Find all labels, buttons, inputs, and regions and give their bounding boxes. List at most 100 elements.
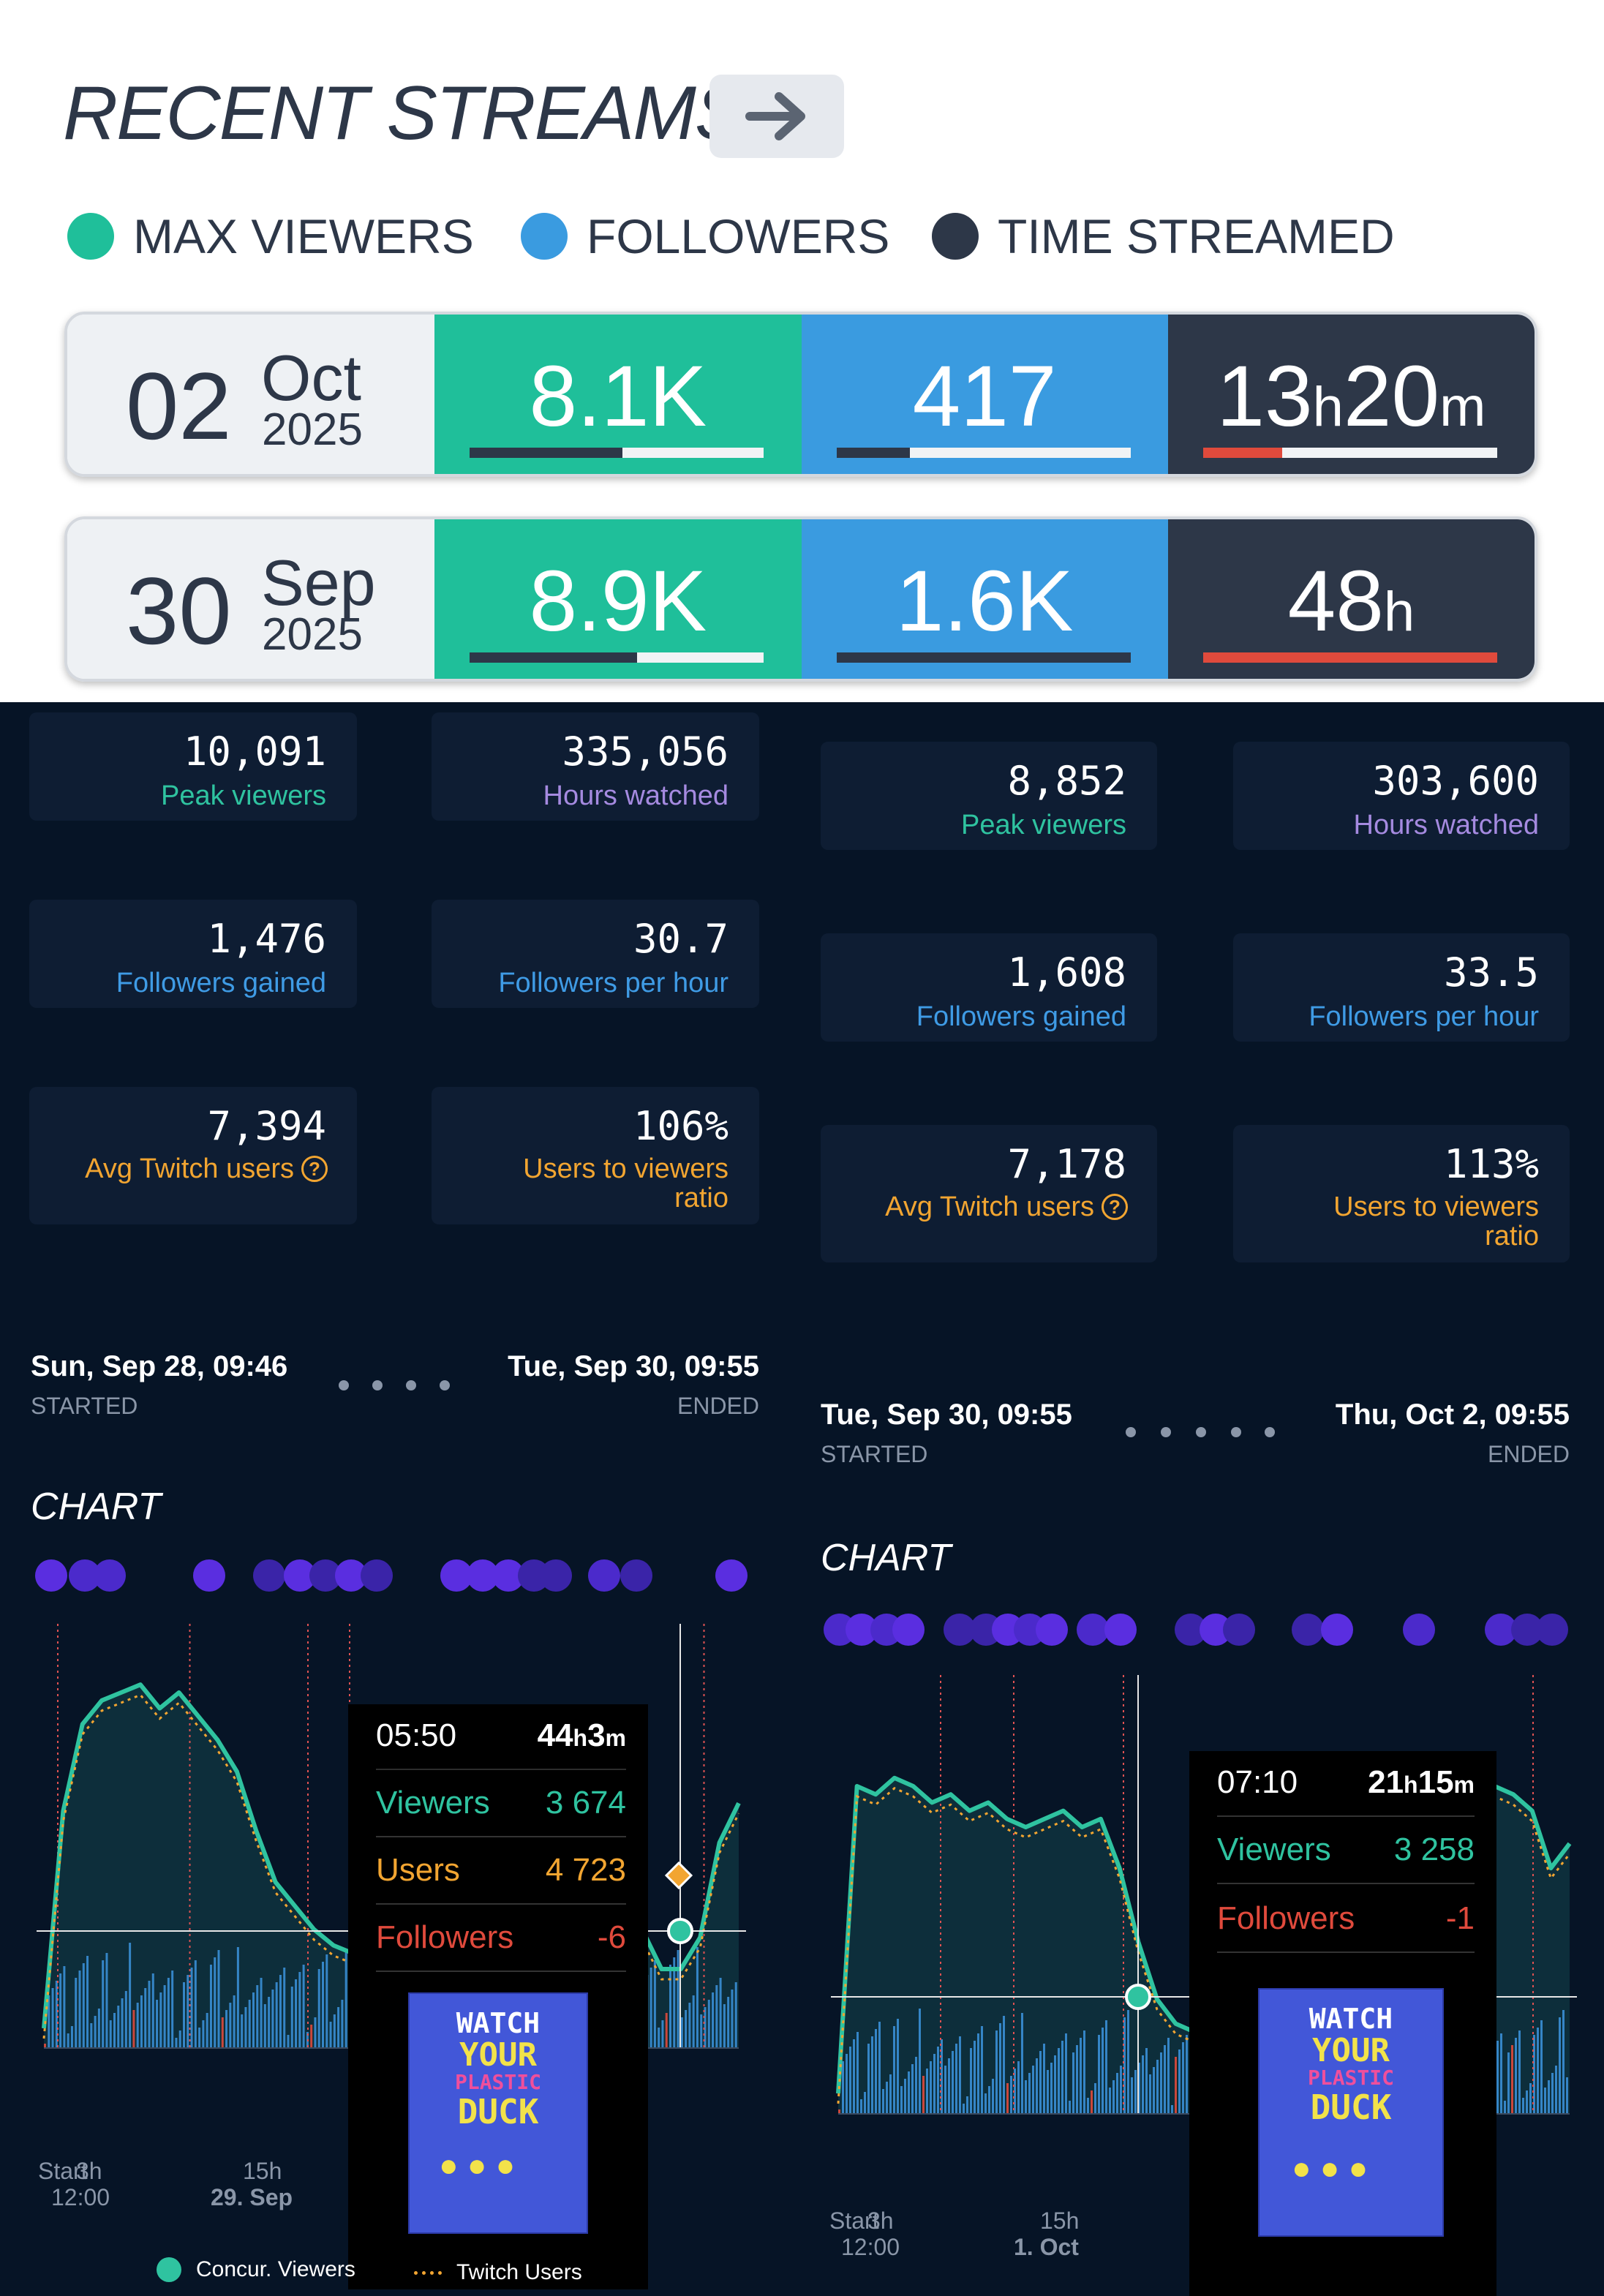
axis-time: 12:00 [51,2184,110,2210]
follower-bar [202,2020,205,2048]
followers-bar [836,652,1131,663]
followers-cell: 1.6K [801,519,1168,679]
time-streamed-bar [1202,652,1497,663]
follower-bar [1186,2035,1188,2114]
follower-bar [159,1992,162,2048]
follower-bar [889,2074,892,2114]
follower-bar [688,2003,691,2048]
follower-bar [1017,2061,1020,2114]
follower-bar [124,1991,127,2048]
tooltip-elapsed: 21h15m [1368,1764,1475,1800]
follower-bar [1021,2013,1023,2114]
follower-bar [67,2033,69,2048]
axis-date: 1. Oct [1014,2234,1079,2260]
follower-bar [1025,2080,1027,2114]
follower-bar [136,2003,139,2048]
time-streamed-value: 48h [1287,553,1415,650]
follower-bar [1069,2101,1071,2114]
users-cursor-point [664,1861,693,1890]
dots-separator [336,1378,453,1396]
follower-bar [109,2020,112,2048]
follower-bar [1102,2028,1104,2114]
follower-bar [842,2061,844,2114]
follower-bar [1540,2020,1543,2114]
axis-3h: 3h [867,2207,894,2234]
follower-bar [302,1965,305,2048]
follower-bar [102,1960,105,2048]
follower-bar [992,2079,994,2114]
category-timeline[interactable] [29,1558,761,1593]
follower-bar [692,1995,695,2048]
follower-bar [673,1957,676,2048]
tooltip-followers-value: -1 [1445,1900,1475,1936]
follower-bar [922,2076,925,2114]
follower-bar [1160,2052,1162,2114]
follower-bar [933,2054,935,2114]
follower-bar [1156,2060,1159,2114]
follower-bar [214,1957,216,2048]
follower-bar [864,2092,866,2114]
tooltip-viewers-label: Viewers [376,1785,490,1821]
follower-bar [723,2004,726,2048]
follower-bar [263,2004,266,2048]
stat-value: 106% [633,1103,728,1149]
started-label: STARTED [821,1441,928,1467]
follower-bar [256,1985,259,2048]
stream-row[interactable]: 02 Oct 2025 8.1K 417 13h20m [64,312,1537,477]
follower-bar [941,2039,943,2114]
chart-legend-label: Concur. Viewers [196,2257,355,2281]
tooltip-followers-label: Followers [376,1919,514,1955]
follower-bar [268,1997,271,2048]
stream-row[interactable]: 30 Sep 2025 8.9K 1.6K 48h [64,516,1537,682]
follower-bar [337,2007,340,2048]
follower-bar [1014,2069,1016,2114]
time-streamed-cell: 13h20m [1167,315,1535,474]
follower-bar [59,1973,62,2048]
follower-bar [298,1972,301,2048]
follower-bar [117,2006,120,2048]
category-timeline[interactable] [821,1612,1581,1647]
stat-value: 10,091 [183,729,326,775]
follower-bar [955,2044,957,2114]
help-icon[interactable]: ? [301,1156,328,1182]
follower-bar [1566,2077,1568,2114]
dots-separator [1123,1425,1277,1443]
stream-details-section: 10,091 Peak viewers 335,056 Hours watche… [0,702,1604,2296]
stat-label: Hours watched [1353,810,1539,840]
axis-start: Start [38,2158,88,2184]
follower-bar [1182,2042,1184,2114]
chart-legend-users[interactable]: Twitch Users [414,2260,582,2285]
follower-bar [653,1960,656,2048]
stat-label: Followers per hour [1309,1001,1539,1032]
follower-bar [715,1985,718,2048]
follower-bar [878,2022,881,2114]
date-month: Oct [261,342,361,414]
view-all-button[interactable] [709,75,844,158]
follower-bar [897,2019,899,2114]
started-label: STARTED [31,1393,138,1419]
follower-bar [217,1950,220,2048]
follower-bar [1134,2070,1137,2114]
follower-bar [206,2013,208,2048]
follower-bar [696,1947,699,2048]
chart-legend-viewers[interactable]: Concur. Viewers [157,2257,355,2282]
follower-bar [1164,2045,1166,2114]
follower-bar [1105,2020,1107,2114]
follower-bar [995,2030,998,2114]
follower-bar [1526,2090,1528,2114]
stat-value: 30.7 [633,916,728,962]
follower-bar [151,1973,154,2048]
stream-date: 02 Oct 2025 [67,315,435,474]
follower-bar [1098,2035,1100,2114]
follower-bar [209,1965,212,2048]
follower-bar [129,1943,132,2048]
help-icon[interactable]: ? [1102,1194,1128,1220]
follower-bar [1010,2076,1012,2114]
follower-bar [669,1965,671,2048]
legend-dot-icon [932,213,979,260]
stat-value: 8,852 [1007,758,1126,804]
follower-bar [952,2051,954,2114]
follower-bar [1555,2066,1557,2114]
follower-bar [988,2086,990,2114]
stat-card: 7,178 Avg Twitch users ? [821,1125,1157,1262]
